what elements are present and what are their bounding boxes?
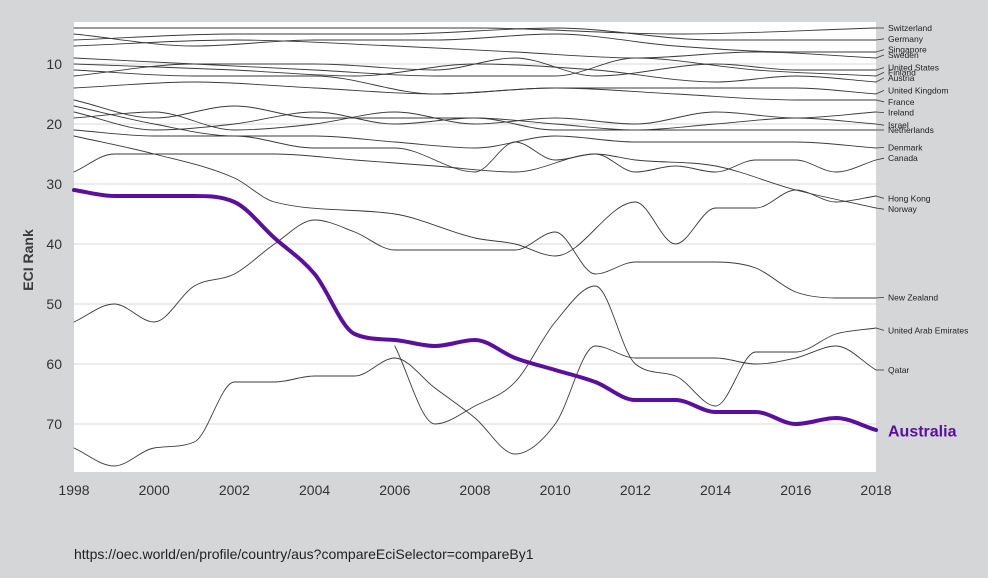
series-lines <box>72 27 878 467</box>
series-line-united-arab-emirates <box>394 285 877 425</box>
label-connector <box>875 67 885 71</box>
series-label-united-states: United States <box>888 63 939 73</box>
series-label-switzerland: Switzerland <box>888 23 932 33</box>
x-tick-label: 2006 <box>379 482 410 498</box>
series-label-sweden: Sweden <box>888 50 919 60</box>
label-connector <box>875 327 885 331</box>
series-label-canada: Canada <box>888 153 918 163</box>
series-label-australia: Australia <box>888 424 957 441</box>
x-tick-label: 2010 <box>540 482 571 498</box>
series-line-switzerland <box>73 27 877 35</box>
y-tick-label: 30 <box>46 176 62 192</box>
series-label-norway: Norway <box>888 204 918 214</box>
label-connector <box>875 54 885 59</box>
series-label-united-arab-emirates: United Arab Emirates <box>888 325 968 335</box>
series-label-netherlands: Netherlands <box>888 125 934 135</box>
series-line-germany <box>73 27 877 41</box>
series-label-denmark: Denmark <box>888 142 923 152</box>
plot-area <box>74 22 876 472</box>
series-label-ireland: Ireland <box>888 108 914 118</box>
y-tick-label: 20 <box>46 116 62 132</box>
y-axis-label: ECI Rank <box>20 229 36 291</box>
series-line-denmark <box>73 105 877 149</box>
x-tick-label: 2004 <box>299 482 330 498</box>
label-connector <box>875 195 885 199</box>
label-connector <box>875 147 885 149</box>
label-connector <box>875 49 885 53</box>
x-axis-ticks: 1998 2000 2002 2004 2006 2008 2010 2012 2014 2016… <box>58 482 891 498</box>
series-label-finland: Finland <box>888 67 916 77</box>
series-line-netherlands <box>73 99 877 131</box>
y-tick-label: 10 <box>46 56 62 72</box>
label-connector <box>875 111 885 113</box>
y-tick-label: 50 <box>46 296 62 312</box>
series-label-new-zealand: New Zealand <box>888 292 938 302</box>
x-tick-label: 2012 <box>620 482 651 498</box>
label-connector <box>875 157 885 161</box>
x-tick-label: 2018 <box>860 482 891 498</box>
y-tick-label: 40 <box>46 236 62 252</box>
series-label-austria: Austria <box>888 73 915 83</box>
x-tick-label: 2014 <box>700 482 731 498</box>
series-label-qatar: Qatar <box>888 365 909 375</box>
x-tick-label: 1998 <box>58 482 89 498</box>
series-line-qatar <box>73 345 877 467</box>
series-line-norway <box>73 129 877 209</box>
series-label-france: France <box>888 97 915 107</box>
series-line-united-states <box>73 57 877 77</box>
label-connector <box>875 72 885 77</box>
series-label-germany: Germany <box>888 34 924 44</box>
y-axis-ticks: 10 20 30 40 50 60 70 <box>46 56 62 432</box>
x-tick-label: 2000 <box>139 482 170 498</box>
series-line-france <box>73 81 877 101</box>
x-tick-label: 2002 <box>219 482 250 498</box>
series-line-hong-kong <box>73 135 877 257</box>
series-label-israel: Israel <box>888 120 909 130</box>
series-line-finland <box>73 57 877 77</box>
series-label-united-kingdom: United Kingdom <box>888 85 948 95</box>
label-connector <box>875 90 885 95</box>
series-line-singapore <box>73 33 877 53</box>
x-tick-label: 2008 <box>459 482 490 498</box>
source-url[interactable]: https://oec.world/en/profile/country/aus… <box>74 546 534 562</box>
label-connector <box>875 77 885 83</box>
label-connector <box>875 297 885 299</box>
series-line-australia <box>72 188 878 432</box>
series-line-austria <box>73 63 877 83</box>
series-label-hong-kong: Hong Kong <box>888 193 931 203</box>
label-connector <box>875 207 885 210</box>
label-connector <box>875 123 885 126</box>
series-line-new-zealand <box>73 219 877 323</box>
y-tick-label: 70 <box>46 416 62 432</box>
x-tick-label: 2016 <box>780 482 811 498</box>
label-connector <box>875 38 885 41</box>
series-label-singapore: Singapore <box>888 45 927 55</box>
series-line-sweden <box>73 39 877 59</box>
y-tick-label: 60 <box>46 356 62 372</box>
label-connector <box>875 99 885 103</box>
